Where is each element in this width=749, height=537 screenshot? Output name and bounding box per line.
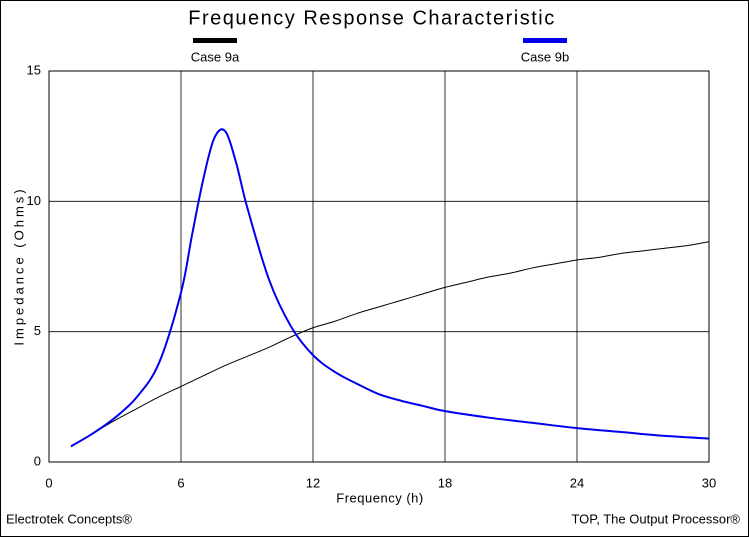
x-tick-label: 18 <box>438 475 452 490</box>
y-tick-label: 15 <box>27 62 41 77</box>
footer-left: Electrotek Concepts® <box>6 511 132 526</box>
y-axis-label: Impedance (Ohms) <box>11 186 26 345</box>
y-tick-label: 10 <box>27 193 41 208</box>
plot-border <box>48 70 710 463</box>
legend-label: Case 9b <box>521 49 569 64</box>
legend-label: Case 9a <box>191 49 240 64</box>
footer-right: TOP, The Output Processor® <box>571 511 740 526</box>
x-tick-label: 12 <box>306 475 320 490</box>
legend-swatch <box>523 38 567 43</box>
legend-swatch <box>193 38 237 43</box>
y-tick-label: 5 <box>34 323 41 338</box>
x-axis-label: Frequency (h) <box>336 490 423 505</box>
x-tick-label: 6 <box>177 475 184 490</box>
chart-title: Frequency Response Characteristic <box>188 7 555 29</box>
series-line <box>70 241 710 447</box>
y-tick-label: 0 <box>34 453 41 468</box>
x-tick-label: 0 <box>45 475 52 490</box>
x-tick-label: 30 <box>702 475 716 490</box>
x-tick-label: 24 <box>570 475 584 490</box>
series-line <box>70 128 710 448</box>
